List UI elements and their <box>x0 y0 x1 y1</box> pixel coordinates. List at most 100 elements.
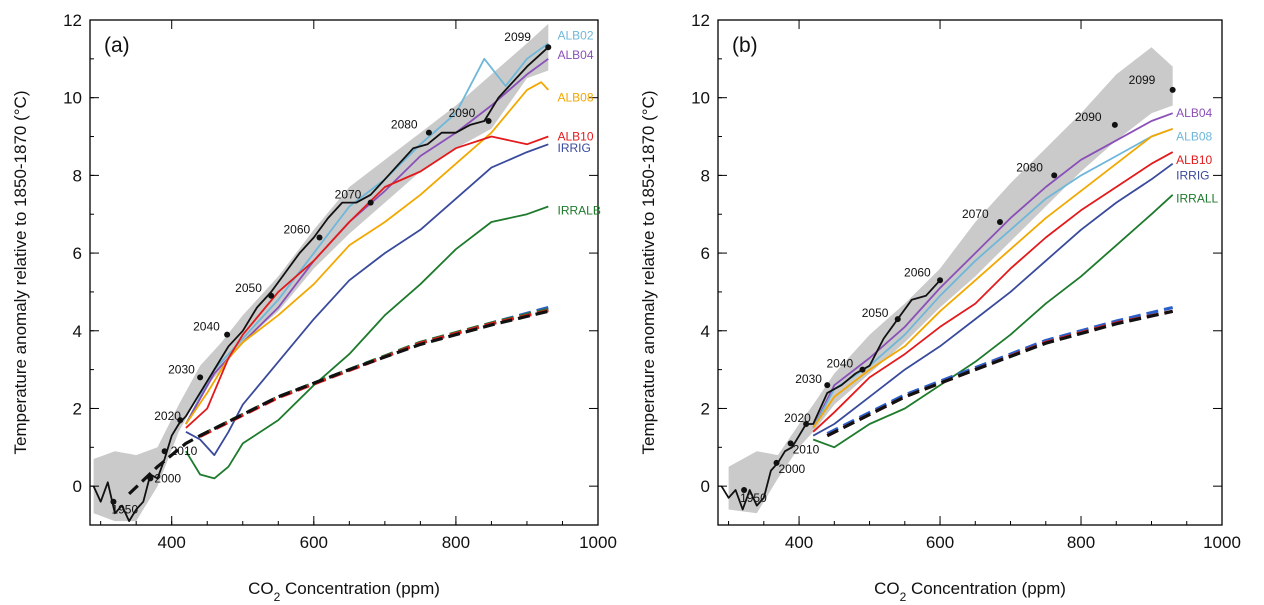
year-marker-dot <box>1111 121 1118 128</box>
x-axis-title: CO2 Concentration (ppm) <box>248 579 440 604</box>
x-axis-title-subscript: 2 <box>274 590 281 604</box>
x-tick-label: 1000 <box>579 533 617 552</box>
year-marker-label: 2070 <box>335 188 362 202</box>
y-tick-label: 8 <box>701 166 710 185</box>
year-marker-dot <box>147 475 154 482</box>
series-label: IRRIG <box>1176 168 1209 182</box>
x-axis-title-main: CO <box>874 579 900 598</box>
x-axis-title-subscript: 2 <box>900 590 907 604</box>
y-tick-label: 4 <box>73 322 82 341</box>
panel-label: (b) <box>732 34 758 57</box>
year-marker-dot <box>1051 172 1058 179</box>
year-marker-label: 2030 <box>795 372 822 386</box>
year-marker-label: 2000 <box>154 471 181 485</box>
year-marker-dot <box>824 382 831 389</box>
year-marker-dot <box>773 459 780 466</box>
year-marker-dot <box>996 219 1003 225</box>
y-tick-label: 2 <box>701 399 710 418</box>
year-marker-label: 1950 <box>740 491 767 505</box>
x-tick-label: 800 <box>1067 533 1095 552</box>
year-marker-dot <box>485 118 492 124</box>
x-tick-label: 1000 <box>1203 533 1241 552</box>
series-line-irrig <box>185 143 549 456</box>
y-tick-label: 2 <box>73 399 82 418</box>
series-label: IRRALB <box>558 203 601 217</box>
spread-shading <box>93 23 549 522</box>
year-marker-label: 2099 <box>1129 73 1156 87</box>
y-tick-label: 0 <box>701 477 710 496</box>
year-marker-label: 2060 <box>283 223 310 237</box>
year-marker-dot <box>316 234 323 241</box>
series-line-irralb <box>185 205 549 480</box>
y-tick-label: 6 <box>73 244 82 263</box>
year-marker-dot <box>110 498 117 505</box>
year-marker-dot <box>177 417 184 424</box>
y-tick-label: 0 <box>73 477 82 496</box>
series-line-irrall <box>812 194 1174 449</box>
year-marker-label: 2040 <box>193 320 220 334</box>
series-label: ALB08 <box>558 91 594 105</box>
year-marker-label: 2090 <box>1075 110 1102 124</box>
series-label: ALB10 <box>558 130 594 144</box>
year-marker-label: 2040 <box>827 357 854 371</box>
year-marker-dot <box>1169 86 1176 93</box>
x-axis-title-rest: Concentration (ppm) <box>906 579 1066 598</box>
series-label: ALB02 <box>558 29 594 43</box>
year-marker-label: 2020 <box>154 409 181 423</box>
series-label: ALB04 <box>1176 106 1212 120</box>
year-marker-dot <box>741 487 748 494</box>
dashed-series-line <box>826 309 1174 438</box>
y-axis-title: Temperature anomaly relative to 1850-187… <box>639 91 658 455</box>
year-marker-label: 2090 <box>449 106 476 120</box>
series-label: ALB10 <box>1176 153 1212 167</box>
observed-series-line <box>720 279 941 511</box>
y-tick-label: 12 <box>63 11 82 30</box>
year-marker-dot <box>425 129 432 136</box>
axis-frame <box>89 19 599 526</box>
year-marker-dot <box>859 366 866 373</box>
series-line-irrig <box>812 162 1174 437</box>
series-line-alb08 <box>185 81 549 425</box>
y-tick-label: 4 <box>701 322 710 341</box>
x-tick-label: 400 <box>158 533 186 552</box>
x-tick-label: 400 <box>785 533 813 552</box>
series-line-alb10 <box>185 135 549 429</box>
year-marker-label: 2099 <box>504 30 531 44</box>
year-marker-label: 2030 <box>168 362 195 376</box>
y-tick-label: 6 <box>701 244 710 263</box>
x-tick-label: 600 <box>300 533 328 552</box>
year-marker-dot <box>367 199 374 206</box>
year-marker-dot <box>894 316 901 323</box>
year-marker-dot <box>937 277 944 284</box>
x-axis-title-main: CO <box>248 579 274 598</box>
year-marker-dot <box>161 448 168 455</box>
plot-area <box>92 23 549 522</box>
series-line-alb08 <box>812 127 1174 429</box>
y-tick-label: 12 <box>691 11 710 30</box>
y-axis-title: Temperature anomaly relative to 1850-187… <box>11 91 30 455</box>
year-marker-label: 2050 <box>235 281 262 295</box>
series-label: IRRIG <box>558 141 591 155</box>
year-marker-label: 2010 <box>793 442 820 456</box>
x-axis-title-rest: Concentration (ppm) <box>280 579 440 598</box>
x-axis-title: CO2 Concentration (ppm) <box>874 579 1066 604</box>
year-marker-label: 2010 <box>171 444 198 458</box>
year-marker-label: 2020 <box>784 411 811 425</box>
y-tick-label: 10 <box>691 89 710 108</box>
year-marker-dot <box>803 421 810 427</box>
year-marker-dot <box>268 292 275 299</box>
y-tick-label: 10 <box>63 89 82 108</box>
year-marker-label: 1950 <box>111 503 138 517</box>
year-marker-dot <box>224 331 231 338</box>
dashed-series-line <box>826 305 1174 436</box>
series-line-alb04 <box>812 112 1174 429</box>
year-marker-label: 2080 <box>1016 160 1043 174</box>
series-label: IRRALL <box>1176 192 1218 206</box>
year-marker-label: 2070 <box>962 207 989 221</box>
year-marker-label: 2050 <box>862 306 889 320</box>
year-marker-label: 2080 <box>391 118 418 132</box>
series-line-alb10 <box>812 151 1174 433</box>
